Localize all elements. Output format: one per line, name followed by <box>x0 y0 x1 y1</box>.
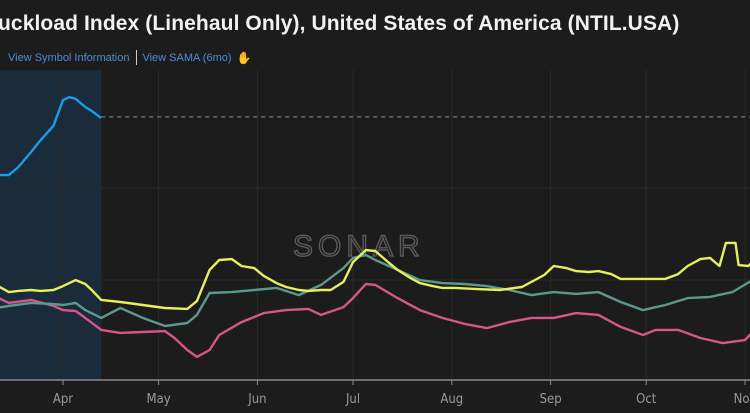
x-tick-label: May <box>147 392 171 407</box>
series-line-yellow <box>0 241 750 311</box>
series-line-pink <box>0 282 750 359</box>
x-tick-label: Sep <box>540 392 562 407</box>
series-line-blue <box>0 95 102 177</box>
header-links: View Symbol Information View SAMA (6mo) … <box>8 50 251 65</box>
x-tick-label: Jul <box>345 392 360 407</box>
link-separator <box>136 50 138 65</box>
x-tick-label: Nov <box>734 392 750 407</box>
x-tick-label: Jun <box>247 392 266 407</box>
chart-title: uckload Index (Linehaul Only), United St… <box>0 12 680 35</box>
x-tick-label: Apr <box>53 392 73 407</box>
x-tick-label: Aug <box>440 392 463 407</box>
x-tick-label: Oct <box>636 392 657 407</box>
shaded-range <box>0 70 102 380</box>
view-symbol-information-link[interactable]: View Symbol Information <box>8 51 130 64</box>
series-line-teal <box>0 253 750 328</box>
view-sama-link[interactable]: View SAMA (6mo) <box>142 51 232 64</box>
chart-hand-icon[interactable]: ✋ <box>236 50 252 65</box>
